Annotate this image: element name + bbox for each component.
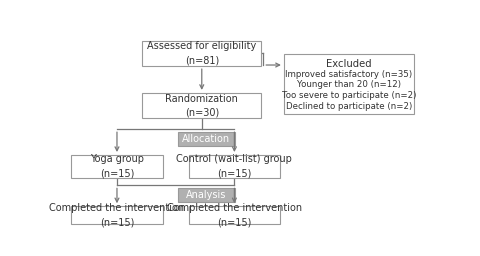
Text: Assessed for eligibility
(n=81): Assessed for eligibility (n=81) <box>147 41 256 65</box>
Text: Younger than 20 (n=12): Younger than 20 (n=12) <box>297 80 400 89</box>
Text: Allocation: Allocation <box>182 134 230 144</box>
Text: Declined to participate (n=2): Declined to participate (n=2) <box>285 102 411 111</box>
FancyBboxPatch shape <box>142 93 261 119</box>
Text: Completed the intervention
(n=15): Completed the intervention (n=15) <box>49 203 184 227</box>
FancyBboxPatch shape <box>177 132 235 146</box>
Text: Improved satisfactory (n=35): Improved satisfactory (n=35) <box>285 70 412 79</box>
FancyBboxPatch shape <box>71 155 162 178</box>
Text: Yoga group
(n=15): Yoga group (n=15) <box>90 154 144 178</box>
FancyBboxPatch shape <box>188 155 279 178</box>
FancyBboxPatch shape <box>188 206 279 224</box>
Text: Randomization
(n=30): Randomization (n=30) <box>165 94 238 118</box>
Text: Excluded: Excluded <box>325 59 371 69</box>
FancyBboxPatch shape <box>71 206 162 224</box>
Text: Completed the intervention
(n=15): Completed the intervention (n=15) <box>167 203 301 227</box>
FancyBboxPatch shape <box>177 188 235 202</box>
Text: Analysis: Analysis <box>186 190 226 200</box>
Text: Control (wait-list) group
(n=15): Control (wait-list) group (n=15) <box>176 154 292 178</box>
FancyBboxPatch shape <box>142 41 261 66</box>
Text: Too severe to participate (n=2): Too severe to participate (n=2) <box>281 91 415 100</box>
FancyBboxPatch shape <box>283 54 413 113</box>
